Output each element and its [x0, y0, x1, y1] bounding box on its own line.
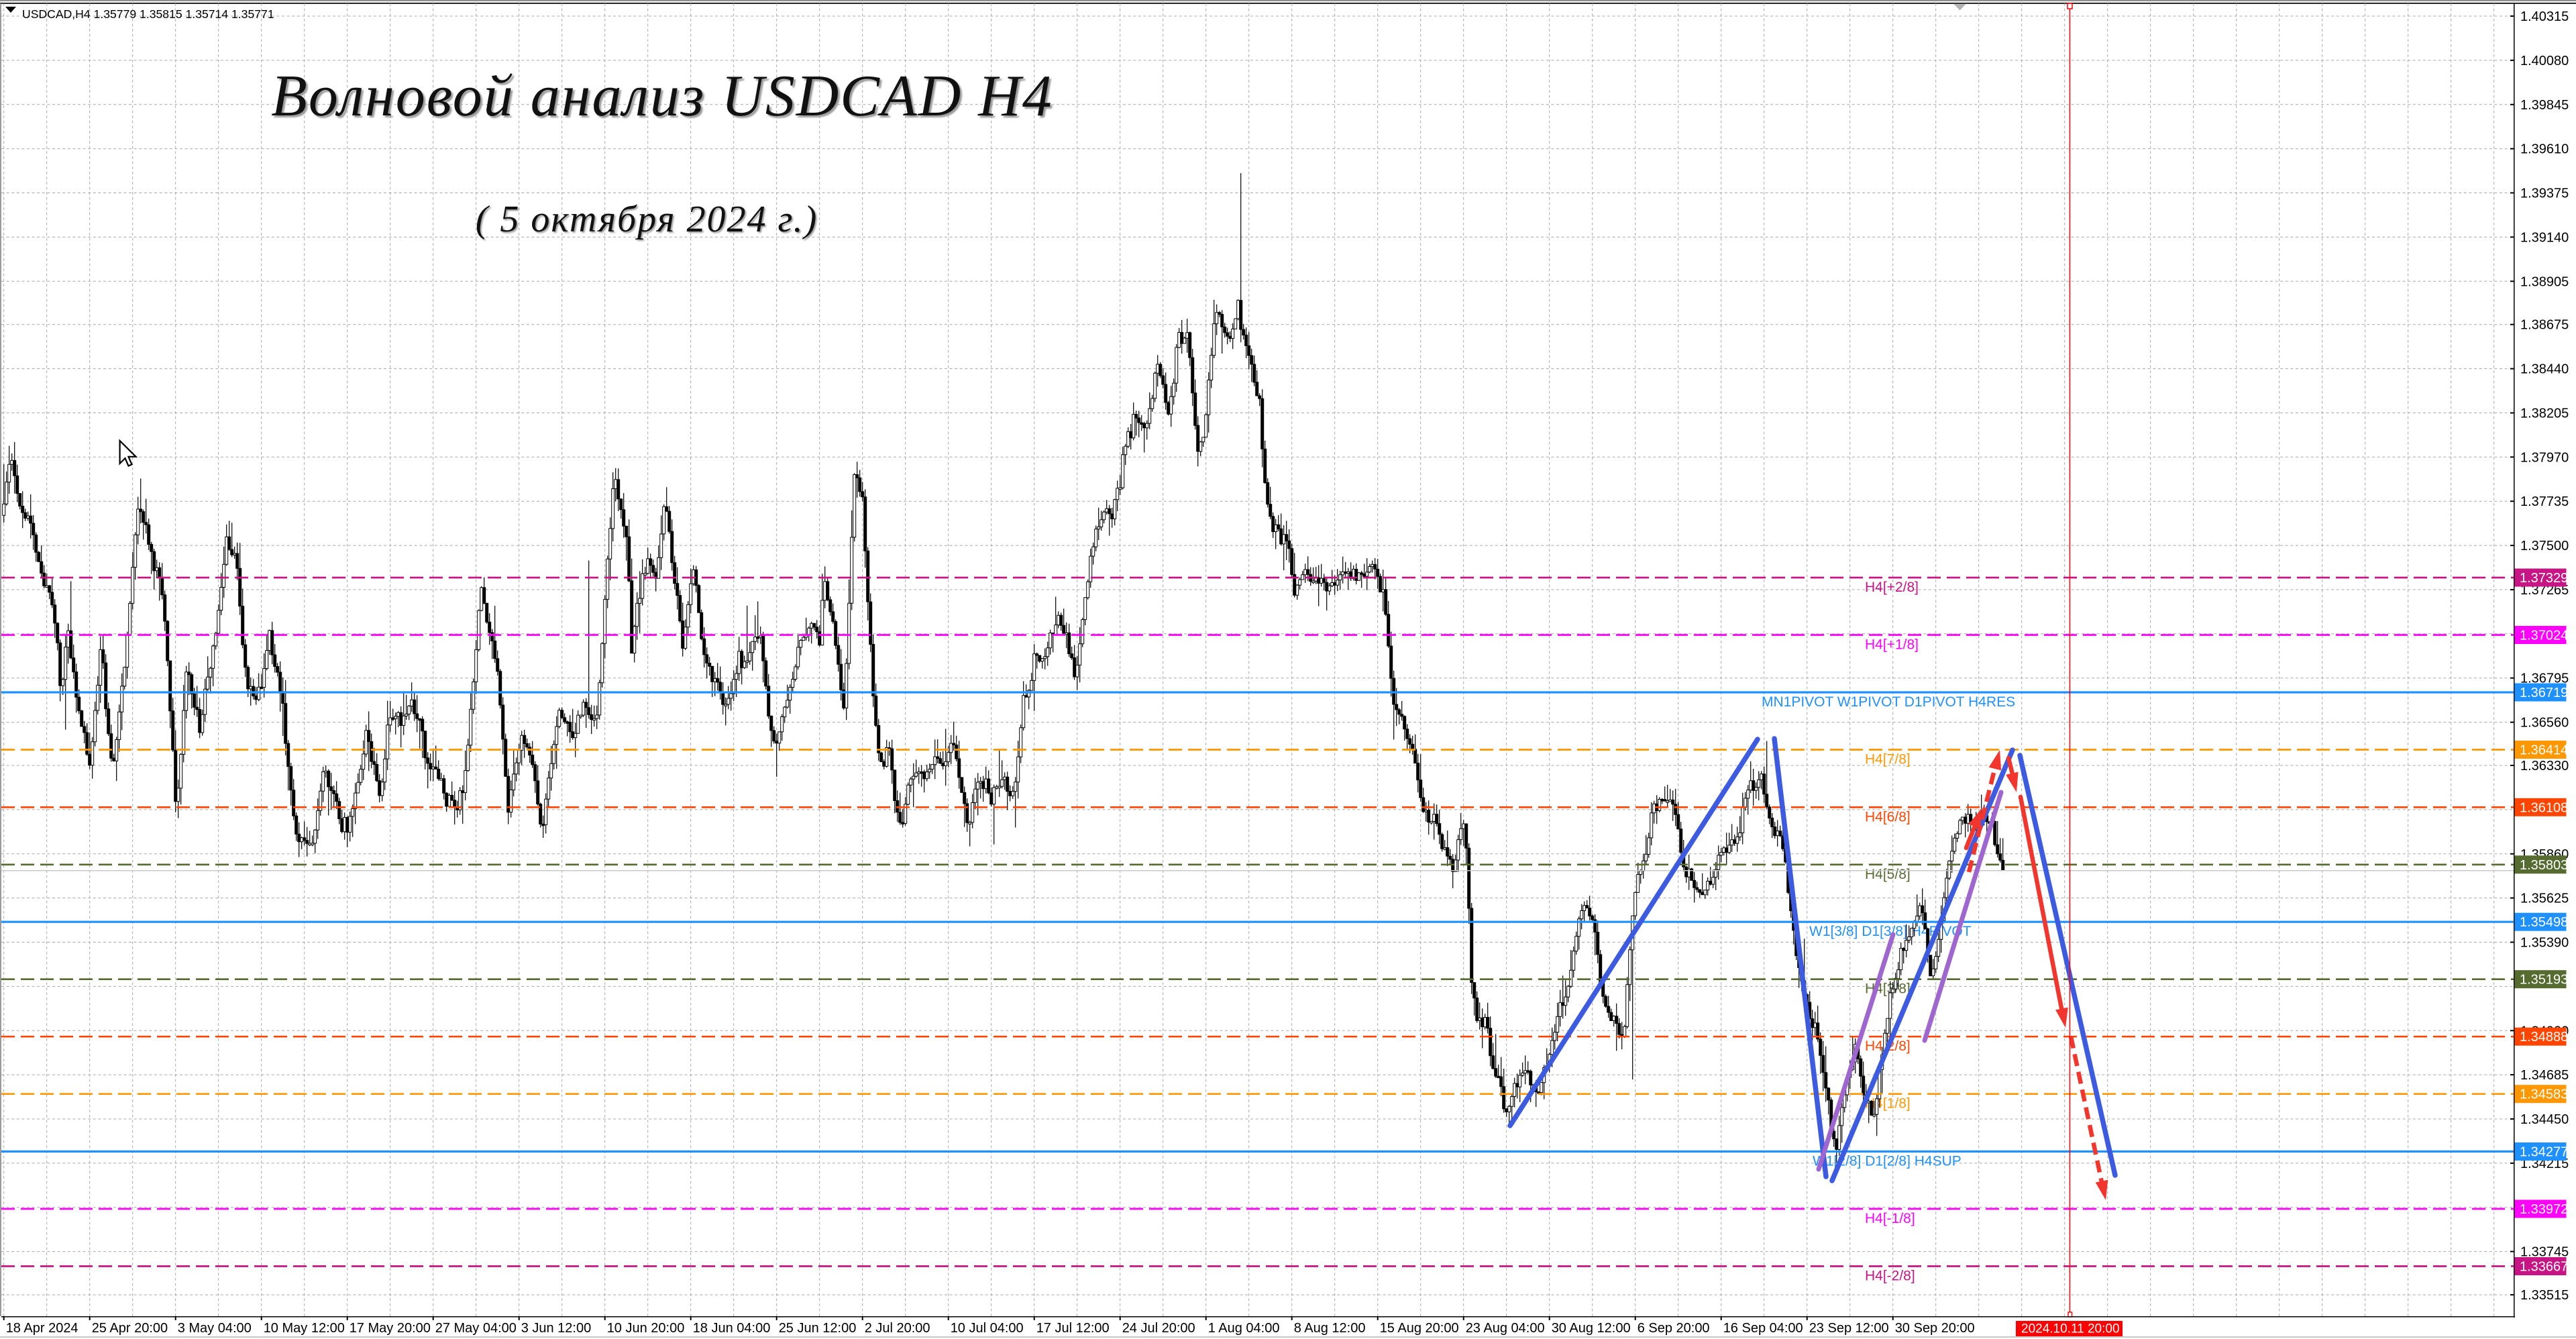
svg-text:H4[+1/8]: H4[+1/8]	[1865, 637, 1919, 653]
svg-text:1.38440: 1.38440	[2520, 362, 2569, 377]
svg-text:1.34277: 1.34277	[2520, 1145, 2568, 1160]
svg-text:25 Apr 20:00: 25 Apr 20:00	[92, 1321, 168, 1336]
svg-text:1.37970: 1.37970	[2520, 450, 2569, 465]
svg-text:8 Aug 12:00: 8 Aug 12:00	[1294, 1321, 1366, 1336]
svg-text:1.35803: 1.35803	[2520, 858, 2568, 873]
svg-text:27 May 04:00: 27 May 04:00	[435, 1321, 517, 1336]
svg-text:18 Jun 04:00: 18 Jun 04:00	[693, 1321, 771, 1336]
svg-text:1.36330: 1.36330	[2520, 759, 2569, 773]
svg-text:W1[3/8] D1[3/8] H4PIVOT: W1[3/8] D1[3/8] H4PIVOT	[1809, 924, 1972, 939]
svg-text:1.39375: 1.39375	[2520, 186, 2569, 201]
svg-text:1.35390: 1.35390	[2520, 936, 2569, 951]
svg-text:16 Sep 04:00: 16 Sep 04:00	[1723, 1321, 1803, 1336]
svg-text:25 Jun 12:00: 25 Jun 12:00	[779, 1321, 857, 1336]
svg-text:H4[6/8]: H4[6/8]	[1865, 809, 1911, 824]
svg-text:17 Jul 12:00: 17 Jul 12:00	[1036, 1321, 1110, 1336]
svg-text:1.37329: 1.37329	[2520, 571, 2568, 586]
svg-text:1.36108: 1.36108	[2520, 800, 2568, 815]
svg-text:H4[5/8]: H4[5/8]	[1865, 867, 1911, 882]
svg-text:18 Apr 2024: 18 Apr 2024	[6, 1321, 78, 1336]
svg-text:1.34685: 1.34685	[2520, 1068, 2569, 1083]
svg-text:15 Aug 20:00: 15 Aug 20:00	[1380, 1321, 1459, 1336]
svg-text:W1[2/8] D1[2/8] H4SUP: W1[2/8] D1[2/8] H4SUP	[1813, 1154, 1962, 1169]
svg-text:1.36560: 1.36560	[2520, 716, 2569, 731]
svg-text:2 Jul 20:00: 2 Jul 20:00	[865, 1321, 930, 1336]
svg-text:MN1PIVOT W1PIVOT D1PIVOT H4RES: MN1PIVOT W1PIVOT D1PIVOT H4RES	[1762, 694, 2015, 710]
svg-text:1.36719: 1.36719	[2520, 686, 2568, 700]
svg-text:10 May 12:00: 10 May 12:00	[264, 1321, 345, 1336]
svg-text:30 Sep 20:00: 30 Sep 20:00	[1895, 1321, 1975, 1336]
svg-text:24 Jul 20:00: 24 Jul 20:00	[1122, 1321, 1195, 1336]
svg-text:1.33745: 1.33745	[2520, 1245, 2569, 1260]
svg-text:1.33972: 1.33972	[2520, 1202, 2568, 1217]
svg-text:3 May 04:00: 3 May 04:00	[178, 1321, 252, 1336]
svg-text:1.38905: 1.38905	[2520, 274, 2569, 289]
svg-text:1.39610: 1.39610	[2520, 142, 2569, 157]
svg-text:1.34583: 1.34583	[2520, 1087, 2568, 1102]
svg-text:1.37500: 1.37500	[2520, 539, 2569, 553]
svg-text:1.39845: 1.39845	[2520, 98, 2569, 113]
svg-text:1.34450: 1.34450	[2520, 1112, 2569, 1127]
svg-text:3 Jun 12:00: 3 Jun 12:00	[521, 1321, 592, 1336]
svg-text:1 Aug 04:00: 1 Aug 04:00	[1208, 1321, 1280, 1336]
svg-text:1.40315: 1.40315	[2520, 9, 2569, 24]
svg-text:H4[7/8]: H4[7/8]	[1865, 752, 1911, 767]
svg-text:1.36795: 1.36795	[2520, 672, 2569, 686]
svg-text:H4[+2/8]: H4[+2/8]	[1865, 580, 1919, 595]
svg-text:H4[-2/8]: H4[-2/8]	[1865, 1269, 1915, 1284]
svg-text:1.39140: 1.39140	[2520, 230, 2569, 245]
svg-text:Волновой анализ USDCAD H4: Волновой анализ USDCAD H4	[271, 64, 1053, 129]
svg-text:10 Jun 20:00: 10 Jun 20:00	[607, 1321, 685, 1336]
svg-text:1.37024: 1.37024	[2520, 629, 2568, 643]
svg-text:1.33667: 1.33667	[2520, 1260, 2568, 1275]
svg-text:1.35498: 1.35498	[2520, 915, 2568, 930]
svg-text:30 Aug 12:00: 30 Aug 12:00	[1552, 1321, 1631, 1336]
svg-text:1.37735: 1.37735	[2520, 494, 2569, 509]
svg-text:1.38675: 1.38675	[2520, 318, 2569, 333]
svg-text:1.35625: 1.35625	[2520, 892, 2569, 906]
svg-text:( 5 октября 2024 г.): ( 5 октября 2024 г.)	[476, 199, 818, 240]
svg-text:1.33515: 1.33515	[2520, 1288, 2569, 1303]
svg-text:23 Sep 12:00: 23 Sep 12:00	[1809, 1321, 1889, 1336]
svg-text:10 Jul 04:00: 10 Jul 04:00	[951, 1321, 1024, 1336]
svg-text:2024.10.11 20:00: 2024.10.11 20:00	[2021, 1322, 2120, 1336]
svg-text:H4[-1/8]: H4[-1/8]	[1865, 1211, 1915, 1226]
svg-text:6 Sep 20:00: 6 Sep 20:00	[1638, 1321, 1710, 1336]
svg-text:1.34888: 1.34888	[2520, 1030, 2568, 1045]
svg-text:1.36414: 1.36414	[2520, 743, 2568, 758]
svg-text:17 May 20:00: 17 May 20:00	[350, 1321, 431, 1336]
svg-text:USDCAD,H4 1.35779 1.35815 1.3: USDCAD,H4 1.35779 1.35815 1.35714 1.3577…	[22, 7, 274, 21]
svg-text:23 Aug 04:00: 23 Aug 04:00	[1466, 1321, 1545, 1336]
svg-text:1.38205: 1.38205	[2520, 407, 2569, 421]
svg-text:1.35193: 1.35193	[2520, 973, 2568, 987]
svg-text:1.40080: 1.40080	[2520, 54, 2569, 68]
